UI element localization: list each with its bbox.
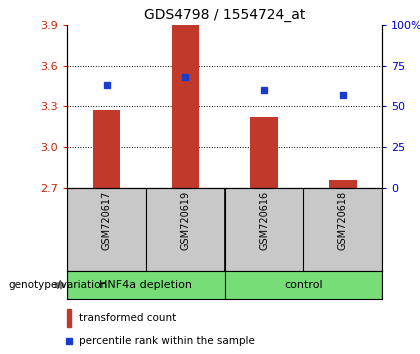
Bar — [171, 25, 199, 188]
Text: genotype/variation: genotype/variation — [8, 280, 108, 290]
Text: GSM720618: GSM720618 — [338, 190, 348, 250]
Text: percentile rank within the sample: percentile rank within the sample — [79, 336, 255, 346]
Text: control: control — [284, 280, 323, 290]
Bar — [329, 180, 357, 188]
Bar — [250, 117, 278, 188]
Bar — [93, 110, 121, 188]
Title: GDS4798 / 1554724_at: GDS4798 / 1554724_at — [144, 8, 305, 22]
Text: HNF4a depletion: HNF4a depletion — [100, 280, 192, 290]
Text: GSM720617: GSM720617 — [102, 190, 112, 250]
Text: GSM720619: GSM720619 — [180, 190, 190, 250]
Bar — [67, 309, 71, 326]
Text: transformed count: transformed count — [79, 313, 176, 323]
Text: GSM720616: GSM720616 — [259, 190, 269, 250]
